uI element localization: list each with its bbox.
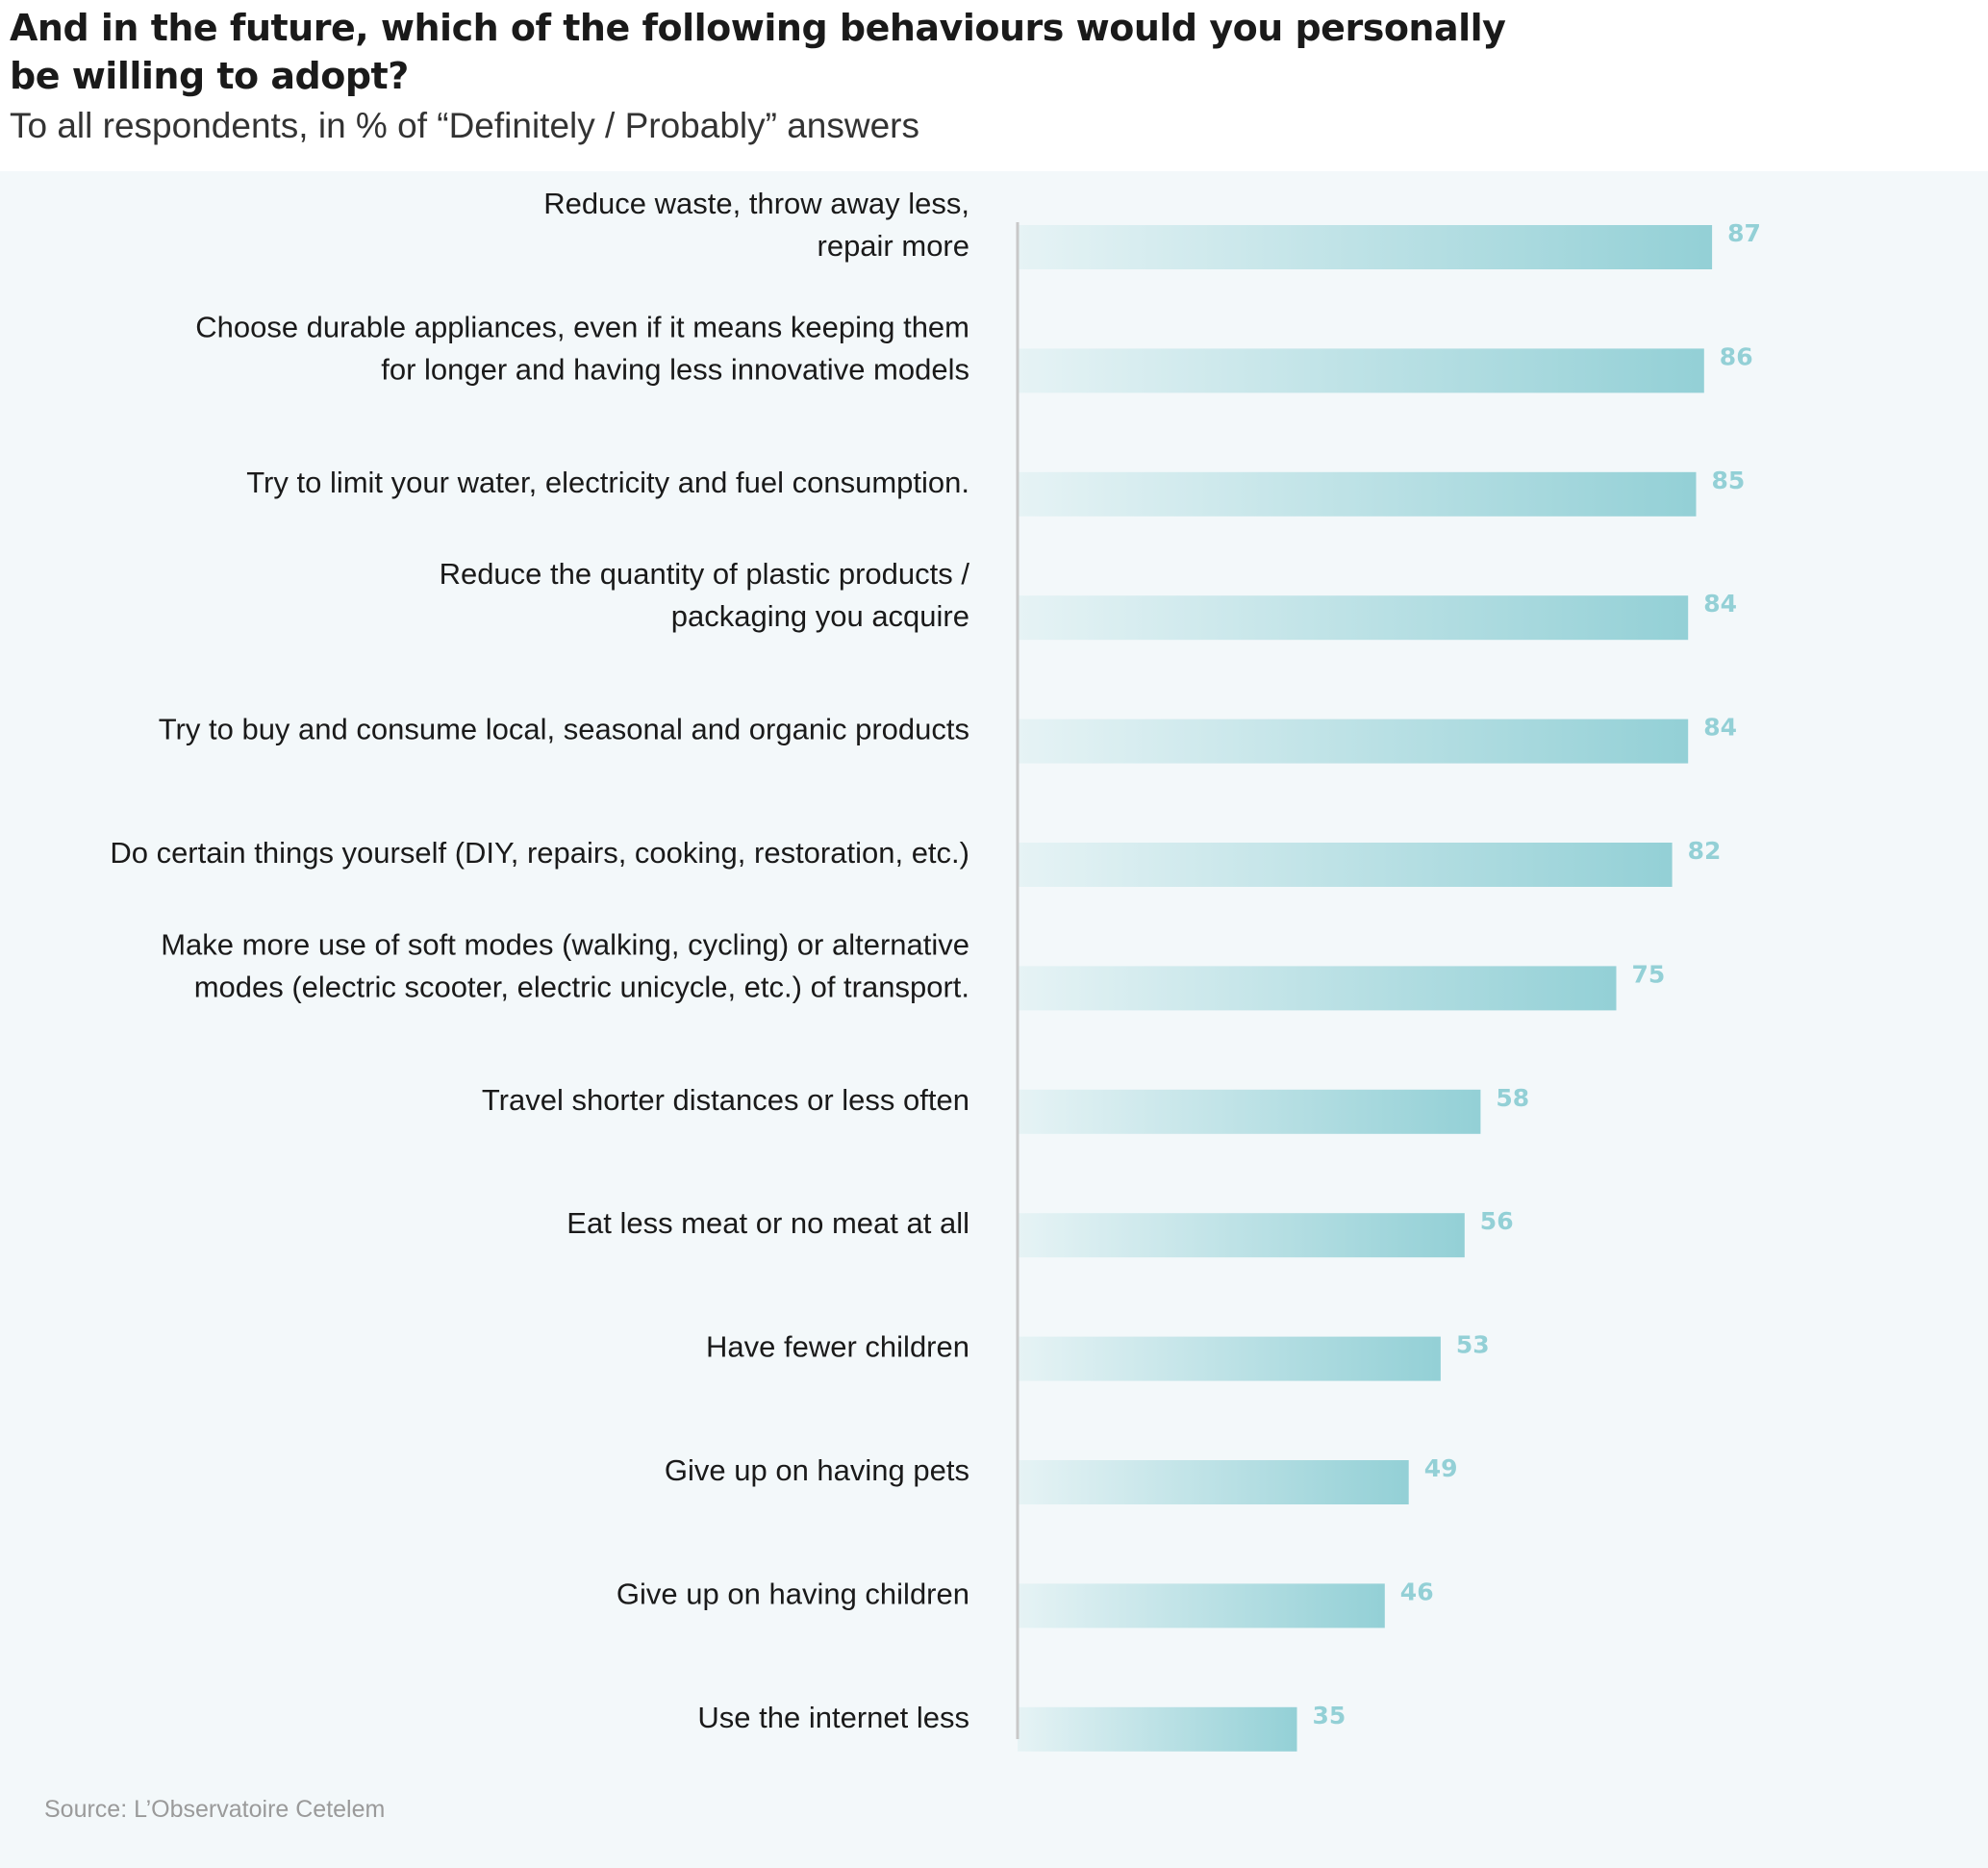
category-label-line: for longer and having less innovative mo…: [381, 352, 969, 386]
bar-value-label: 84: [1703, 590, 1737, 618]
category-label: Choose durable appliances, even if it me…: [195, 310, 969, 386]
category-label: Travel shorter distances or less often: [482, 1083, 969, 1117]
bar-value-label: 85: [1712, 467, 1746, 494]
category-label-line: Travel shorter distances or less often: [482, 1083, 969, 1117]
bar-value-label: 49: [1424, 1454, 1458, 1482]
bar: [1018, 348, 1704, 393]
category-label-line: Give up on having pets: [665, 1453, 969, 1487]
category-label: Have fewer children: [706, 1330, 969, 1364]
category-label: Reduce the quantity of plastic products …: [440, 557, 970, 633]
category-label: Give up on having pets: [665, 1453, 969, 1487]
category-label-line: Give up on having children: [617, 1577, 969, 1610]
chart-title-line-1: And in the future, which of the followin…: [10, 7, 1506, 49]
category-label-line: packaging you acquire: [671, 599, 969, 633]
bar: [1018, 1089, 1481, 1134]
bar: [1018, 225, 1713, 269]
bar-value-label: 86: [1720, 342, 1753, 370]
bar: [1018, 719, 1689, 764]
category-label: Eat less meat or no meat at all: [566, 1206, 969, 1240]
bar-value-label: 35: [1313, 1702, 1346, 1729]
bar-value-label: 53: [1456, 1331, 1490, 1359]
bar: [1018, 1336, 1441, 1381]
category-label: Try to buy and consume local, seasonal a…: [159, 713, 969, 746]
bar: [1018, 595, 1689, 641]
chart-subtitle: To all respondents, in % of “Definitely …: [10, 106, 919, 145]
bar-value-label: 46: [1400, 1578, 1434, 1605]
bar: [1018, 471, 1697, 517]
bar: [1018, 1460, 1409, 1504]
category-label-line: repair more: [818, 229, 970, 263]
category-label-line: modes (electric scooter, electric unicyc…: [194, 970, 969, 1003]
category-label: Make more use of soft modes (walking, cy…: [161, 927, 969, 1003]
bar: [1018, 843, 1673, 887]
category-label: Give up on having children: [617, 1577, 969, 1610]
category-label-line: Reduce waste, throw away less,: [543, 187, 969, 220]
bar: [1018, 1706, 1297, 1752]
chart-header: And in the future, which of the followin…: [10, 0, 1981, 148]
category-label: Try to limit your water, electricity and…: [246, 466, 969, 499]
bar-value-label: 87: [1727, 219, 1761, 247]
category-label: Use the internet less: [697, 1701, 969, 1734]
category-label-line: Reduce the quantity of plastic products …: [440, 557, 970, 591]
bar-value-label: 56: [1480, 1207, 1514, 1235]
bar: [1018, 1583, 1385, 1628]
bar: [1018, 1213, 1465, 1258]
category-label-line: Try to limit your water, electricity and…: [246, 466, 969, 499]
bar-value-label: 84: [1703, 714, 1737, 742]
source-note: Source: L’Observatoire Cetelem: [44, 1796, 386, 1823]
category-label-line: Choose durable appliances, even if it me…: [195, 310, 969, 343]
chart-title-line-2: be willing to adopt?: [10, 55, 409, 97]
category-label-line: Do certain things yourself (DIY, repairs…: [110, 836, 969, 870]
bar-value-label: 82: [1688, 837, 1722, 865]
bar: [1018, 966, 1617, 1011]
category-label-line: Eat less meat or no meat at all: [566, 1206, 969, 1240]
bar-chart: 87 Reduce waste, throw away less, repair m…: [110, 187, 1761, 1752]
bar-value-label: 58: [1496, 1084, 1529, 1112]
category-label: Do certain things yourself (DIY, repairs…: [110, 836, 969, 870]
category-label: Reduce waste, throw away less, repair mor…: [543, 187, 969, 263]
category-label-line: Use the internet less: [697, 1701, 969, 1734]
bar-value-label: 75: [1632, 960, 1666, 988]
chart-panel: 87 Reduce waste, throw away less, repair m…: [0, 171, 1988, 1868]
category-label-line: Try to buy and consume local, seasonal a…: [159, 713, 969, 746]
category-label-line: Have fewer children: [706, 1330, 969, 1364]
category-label-line: Make more use of soft modes (walking, cy…: [161, 927, 969, 961]
chart-title: And in the future, which of the followin…: [10, 4, 1981, 100]
